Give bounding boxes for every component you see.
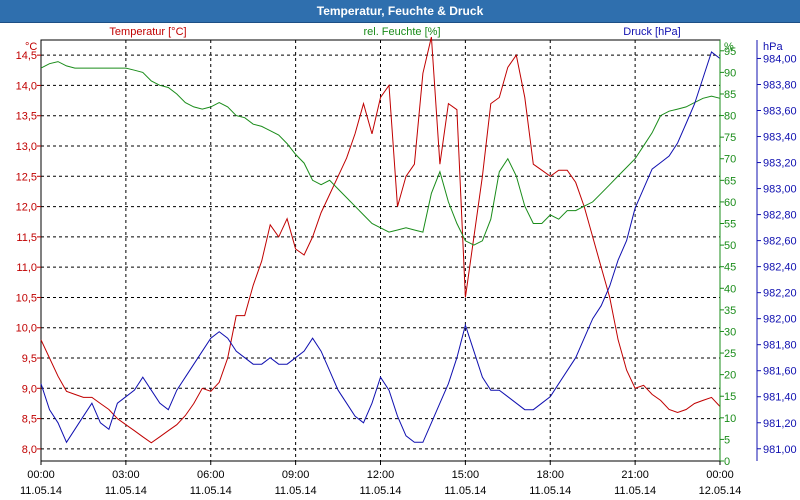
temperature-tick-label: 8,5 — [22, 414, 37, 426]
humidity-tick-label: 85 — [724, 89, 736, 101]
x-tick-time-label: 03:00 — [112, 469, 140, 481]
humidity-tick-label: 70 — [724, 154, 736, 166]
pressure-tick-label: 983,40 — [763, 132, 797, 144]
humidity-tick-label: 0 — [724, 456, 730, 468]
temperature-tick-label: 12,5 — [16, 171, 37, 183]
temperature-tick-label: 11,5 — [16, 232, 37, 244]
x-tick-date-label: 12.05.14 — [699, 485, 742, 497]
x-tick-date-label: 11.05.14 — [614, 485, 656, 497]
x-tick-date-label: 11.05.14 — [105, 485, 147, 497]
pressure-tick-label: 983,00 — [763, 184, 797, 196]
title-bar: Temperatur, Feuchte & Druck — [0, 0, 800, 23]
humidity-tick-label: 95 — [724, 46, 736, 58]
humidity-tick-label: 10 — [724, 413, 736, 425]
pressure-tick-label: 981,00 — [763, 444, 797, 456]
x-tick-time-label: 18:00 — [536, 469, 564, 481]
temperature-tick-label: 14,5 — [16, 50, 37, 62]
humidity-tick-label: 65 — [724, 175, 736, 187]
x-tick-time-label: 09:00 — [282, 469, 310, 481]
humidity-tick-label: 40 — [724, 283, 736, 295]
temperature-tick-label: 13,0 — [16, 141, 37, 153]
x-tick-date-label: 11.05.14 — [529, 485, 571, 497]
temperature-tick-label: 11,0 — [16, 262, 37, 274]
humidity-tick-label: 35 — [724, 305, 736, 317]
temperature-tick-label: 9,5 — [22, 353, 37, 365]
x-tick-time-label: 06:00 — [197, 469, 225, 481]
series-pressure-line — [40, 51, 721, 444]
x-tick-date-label: 11.05.14 — [20, 485, 62, 497]
pressure-tick-label: 981,40 — [763, 392, 797, 404]
pressure-tick-label: 983,60 — [763, 106, 797, 118]
humidity-tick-label: 75 — [724, 132, 736, 144]
pressure-tick-label: 984,00 — [763, 53, 797, 65]
pressure-tick-label: 981,60 — [763, 366, 797, 378]
temperature-tick-label: 13,5 — [16, 111, 37, 123]
pressure-tick-label: 982,80 — [763, 210, 797, 222]
humidity-tick-label: 45 — [724, 262, 736, 274]
humidity-axis-unit: % — [724, 41, 734, 53]
x-tick-time-label: 00:00 — [706, 469, 734, 481]
x-tick-date-label: 11.05.14 — [444, 485, 486, 497]
x-tick-time-label: 21:00 — [621, 469, 649, 481]
humidity-tick-label: 80 — [724, 111, 736, 123]
temperature-axis-unit: °C — [25, 41, 37, 53]
humidity-tick-label: 90 — [724, 67, 736, 79]
x-tick-time-label: 12:00 — [367, 469, 395, 481]
temperature-tick-label: 10,0 — [16, 323, 37, 335]
series-temperature-line — [40, 36, 721, 444]
pressure-tick-label: 983,20 — [763, 158, 797, 170]
legend-temperature: Temperatur [°C] — [109, 26, 186, 38]
pressure-tick-label: 981,80 — [763, 340, 797, 352]
humidity-tick-label: 55 — [724, 219, 736, 231]
pressure-tick-label: 982,00 — [763, 314, 797, 326]
x-tick-time-label: 15:00 — [452, 469, 480, 481]
legend-pressure: Druck [hPa] — [623, 26, 680, 38]
pressure-tick-label: 982,20 — [763, 288, 797, 300]
humidity-tick-label: 25 — [724, 348, 736, 360]
temperature-tick-label: 9,0 — [22, 383, 37, 395]
x-tick-date-label: 11.05.14 — [190, 485, 232, 497]
humidity-tick-label: 5 — [724, 434, 730, 446]
x-tick-date-label: 11.05.14 — [275, 485, 317, 497]
temperature-tick-label: 10,5 — [16, 292, 37, 304]
temperature-tick-label: 14,0 — [16, 80, 37, 92]
x-tick-time-label: 00:00 — [27, 469, 55, 481]
humidity-tick-label: 50 — [724, 240, 736, 252]
humidity-tick-label: 60 — [724, 197, 736, 209]
x-tick-date-label: 11.05.14 — [359, 485, 401, 497]
humidity-tick-label: 15 — [724, 391, 736, 403]
pressure-tick-label: 983,80 — [763, 79, 797, 91]
temperature-tick-label: 12,0 — [16, 202, 37, 214]
chart-title: Temperatur, Feuchte & Druck — [316, 4, 484, 18]
pressure-axis-unit: hPa — [763, 41, 783, 53]
series-humidity-line — [40, 61, 721, 246]
pressure-tick-label: 981,20 — [763, 418, 797, 430]
humidity-tick-label: 20 — [724, 370, 736, 382]
legend-humidity: rel. Feuchte [%] — [363, 26, 440, 38]
pressure-tick-label: 982,40 — [763, 262, 797, 274]
pressure-tick-label: 982,60 — [763, 236, 797, 248]
humidity-tick-label: 30 — [724, 326, 736, 338]
temperature-tick-label: 8,0 — [22, 444, 37, 456]
